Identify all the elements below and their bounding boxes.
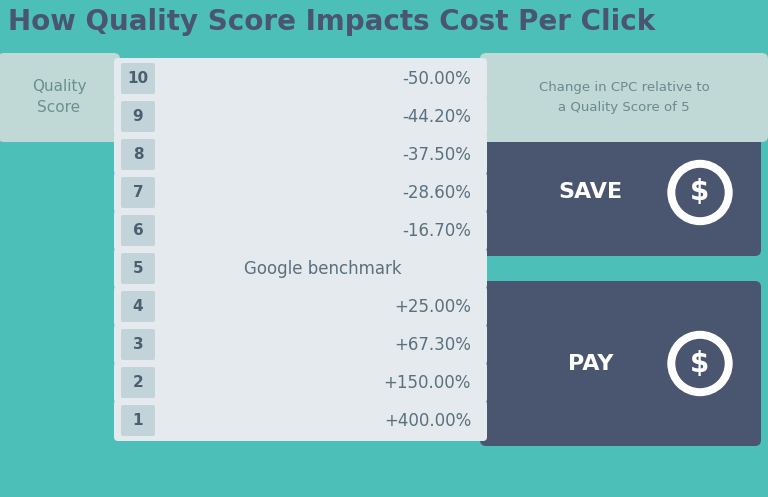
Text: +67.30%: +67.30% <box>394 335 471 353</box>
FancyBboxPatch shape <box>480 281 761 446</box>
Text: Quality
Score: Quality Score <box>31 80 86 115</box>
Text: +150.00%: +150.00% <box>384 374 471 392</box>
Text: -50.00%: -50.00% <box>402 70 471 87</box>
Text: 6: 6 <box>133 223 144 238</box>
Text: -16.70%: -16.70% <box>402 222 471 240</box>
FancyBboxPatch shape <box>121 215 155 246</box>
FancyBboxPatch shape <box>480 53 768 142</box>
Text: -44.20%: -44.20% <box>402 107 471 126</box>
Text: PAY: PAY <box>568 353 614 374</box>
FancyBboxPatch shape <box>121 101 155 132</box>
FancyBboxPatch shape <box>114 172 487 213</box>
FancyBboxPatch shape <box>114 400 487 441</box>
Text: 3: 3 <box>133 337 144 352</box>
Text: 8: 8 <box>133 147 144 162</box>
FancyBboxPatch shape <box>114 58 487 99</box>
Circle shape <box>668 161 732 225</box>
Text: 5: 5 <box>133 261 144 276</box>
Text: 4: 4 <box>133 299 144 314</box>
FancyBboxPatch shape <box>121 405 155 436</box>
FancyBboxPatch shape <box>114 96 487 137</box>
FancyBboxPatch shape <box>114 248 487 289</box>
FancyBboxPatch shape <box>114 362 487 403</box>
FancyBboxPatch shape <box>480 129 761 256</box>
FancyBboxPatch shape <box>114 324 487 365</box>
FancyBboxPatch shape <box>121 329 155 360</box>
Circle shape <box>668 331 732 396</box>
FancyBboxPatch shape <box>121 367 155 398</box>
Text: 7: 7 <box>133 185 144 200</box>
Text: 10: 10 <box>127 71 148 86</box>
FancyBboxPatch shape <box>114 134 487 175</box>
Text: Google benchmark: Google benchmark <box>244 259 402 277</box>
Text: 1: 1 <box>133 413 144 428</box>
Circle shape <box>676 339 724 388</box>
FancyBboxPatch shape <box>114 286 487 327</box>
FancyBboxPatch shape <box>121 253 155 284</box>
Text: How Quality Score Impacts Cost Per Click: How Quality Score Impacts Cost Per Click <box>8 8 655 36</box>
FancyBboxPatch shape <box>0 53 120 142</box>
Circle shape <box>676 168 724 217</box>
Text: +400.00%: +400.00% <box>384 412 471 429</box>
Text: -37.50%: -37.50% <box>402 146 471 164</box>
FancyBboxPatch shape <box>121 139 155 170</box>
Text: +25.00%: +25.00% <box>394 298 471 316</box>
Text: Change in CPC relative to
a Quality Score of 5: Change in CPC relative to a Quality Scor… <box>538 82 710 113</box>
Text: $: $ <box>690 178 710 206</box>
FancyBboxPatch shape <box>114 210 487 251</box>
Text: SAVE: SAVE <box>558 182 623 202</box>
FancyBboxPatch shape <box>121 177 155 208</box>
Text: 2: 2 <box>133 375 144 390</box>
FancyBboxPatch shape <box>121 291 155 322</box>
Text: 9: 9 <box>133 109 144 124</box>
FancyBboxPatch shape <box>121 63 155 94</box>
Text: -28.60%: -28.60% <box>402 183 471 201</box>
Text: $: $ <box>690 349 710 378</box>
